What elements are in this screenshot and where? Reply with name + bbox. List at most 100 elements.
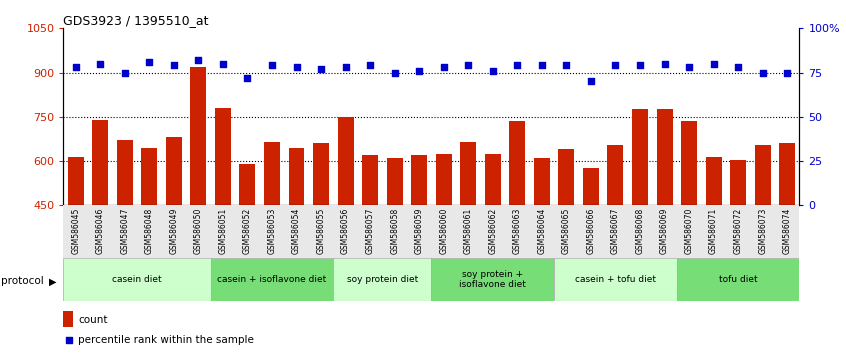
- Point: [657, 61, 671, 67]
- Bar: [141, 148, 157, 338]
- Bar: [534, 158, 550, 338]
- Point: [118, 70, 131, 75]
- Bar: [607, 145, 624, 338]
- Bar: [239, 164, 255, 338]
- Bar: [313, 143, 329, 338]
- Text: casein + isoflavone diet: casein + isoflavone diet: [217, 275, 327, 284]
- Text: GSM586058: GSM586058: [390, 208, 399, 254]
- Point: [240, 75, 254, 81]
- Bar: [558, 149, 574, 338]
- Point: [167, 63, 180, 68]
- Text: GSM586047: GSM586047: [120, 208, 129, 255]
- Bar: [431, 258, 554, 301]
- Text: GSM586073: GSM586073: [758, 208, 767, 255]
- Point: [289, 64, 303, 70]
- Bar: [656, 109, 673, 338]
- Text: GSM586061: GSM586061: [464, 208, 473, 254]
- Point: [559, 63, 573, 68]
- Bar: [677, 258, 799, 301]
- Bar: [68, 156, 84, 338]
- Bar: [681, 121, 697, 338]
- Point: [535, 63, 548, 68]
- Text: GSM586072: GSM586072: [733, 208, 743, 254]
- Text: GSM586055: GSM586055: [316, 208, 326, 255]
- Bar: [387, 158, 403, 338]
- Point: [437, 64, 450, 70]
- Point: [755, 70, 769, 75]
- Bar: [362, 155, 378, 338]
- Point: [142, 59, 156, 65]
- Bar: [190, 67, 206, 338]
- Text: tofu diet: tofu diet: [719, 275, 757, 284]
- Point: [387, 70, 401, 75]
- Text: GSM586050: GSM586050: [194, 208, 203, 255]
- Bar: [92, 120, 108, 338]
- Text: GSM586063: GSM586063: [513, 208, 522, 255]
- Bar: [264, 142, 280, 338]
- Bar: [485, 154, 501, 338]
- Text: GSM586057: GSM586057: [365, 208, 375, 255]
- Point: [216, 61, 229, 67]
- Text: GSM586067: GSM586067: [611, 208, 620, 255]
- Bar: [166, 137, 182, 338]
- Bar: [460, 142, 476, 338]
- Bar: [554, 258, 677, 301]
- Bar: [288, 148, 305, 338]
- Point: [93, 61, 107, 67]
- Bar: [411, 155, 427, 338]
- Text: GSM586074: GSM586074: [783, 208, 792, 255]
- Bar: [755, 145, 771, 338]
- Point: [314, 66, 327, 72]
- Point: [191, 57, 205, 63]
- Point: [471, 230, 485, 235]
- Bar: [730, 160, 746, 338]
- Point: [338, 64, 352, 70]
- Point: [682, 64, 695, 70]
- Text: GSM586071: GSM586071: [709, 208, 718, 254]
- Text: GSM586048: GSM586048: [145, 208, 154, 254]
- Text: GSM586046: GSM586046: [96, 208, 105, 255]
- Text: GSM586068: GSM586068: [635, 208, 645, 254]
- Text: soy protein diet: soy protein diet: [347, 275, 418, 284]
- Point: [510, 63, 524, 68]
- Bar: [583, 169, 599, 338]
- Text: GSM586045: GSM586045: [71, 208, 80, 255]
- Bar: [779, 143, 795, 338]
- Bar: [117, 141, 133, 338]
- Text: GSM586070: GSM586070: [684, 208, 694, 255]
- Point: [608, 63, 622, 68]
- Text: GSM586056: GSM586056: [341, 208, 350, 255]
- Text: GSM586062: GSM586062: [488, 208, 497, 254]
- Point: [461, 63, 475, 68]
- Point: [69, 64, 82, 70]
- Point: [633, 63, 646, 68]
- Text: protocol: protocol: [1, 276, 44, 286]
- Point: [706, 61, 720, 67]
- Bar: [211, 258, 333, 301]
- Text: GSM586051: GSM586051: [218, 208, 228, 254]
- Text: GSM586060: GSM586060: [439, 208, 448, 255]
- Text: GSM586059: GSM586059: [415, 208, 424, 255]
- Bar: [436, 154, 452, 338]
- Bar: [706, 156, 722, 338]
- Text: GSM586054: GSM586054: [292, 208, 301, 255]
- Bar: [215, 108, 231, 338]
- Text: GDS3923 / 1395510_at: GDS3923 / 1395510_at: [63, 14, 209, 27]
- Text: GSM586066: GSM586066: [586, 208, 596, 255]
- Point: [486, 68, 499, 74]
- Text: GSM586064: GSM586064: [537, 208, 547, 255]
- Text: GSM586053: GSM586053: [267, 208, 277, 255]
- Text: GSM586065: GSM586065: [562, 208, 571, 255]
- Text: GSM586069: GSM586069: [660, 208, 669, 255]
- Point: [412, 68, 426, 74]
- Bar: [338, 117, 354, 338]
- Text: count: count: [78, 315, 107, 325]
- Point: [584, 79, 597, 84]
- Point: [780, 70, 794, 75]
- Bar: [509, 121, 525, 338]
- Point: [363, 63, 376, 68]
- Text: GSM586052: GSM586052: [243, 208, 252, 254]
- Point: [731, 64, 744, 70]
- Text: GSM586049: GSM586049: [169, 208, 179, 255]
- Bar: [63, 258, 211, 301]
